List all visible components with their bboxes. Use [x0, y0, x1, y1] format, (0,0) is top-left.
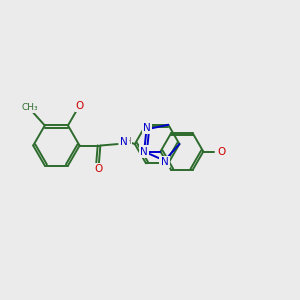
Text: N: N — [120, 137, 128, 147]
Text: O: O — [95, 164, 103, 174]
Text: O: O — [76, 100, 84, 111]
Text: CH₃: CH₃ — [22, 103, 38, 112]
Text: O: O — [217, 147, 226, 157]
Text: N: N — [160, 157, 168, 167]
Text: H: H — [124, 137, 131, 146]
Text: N: N — [140, 147, 148, 157]
Text: N: N — [143, 123, 151, 133]
